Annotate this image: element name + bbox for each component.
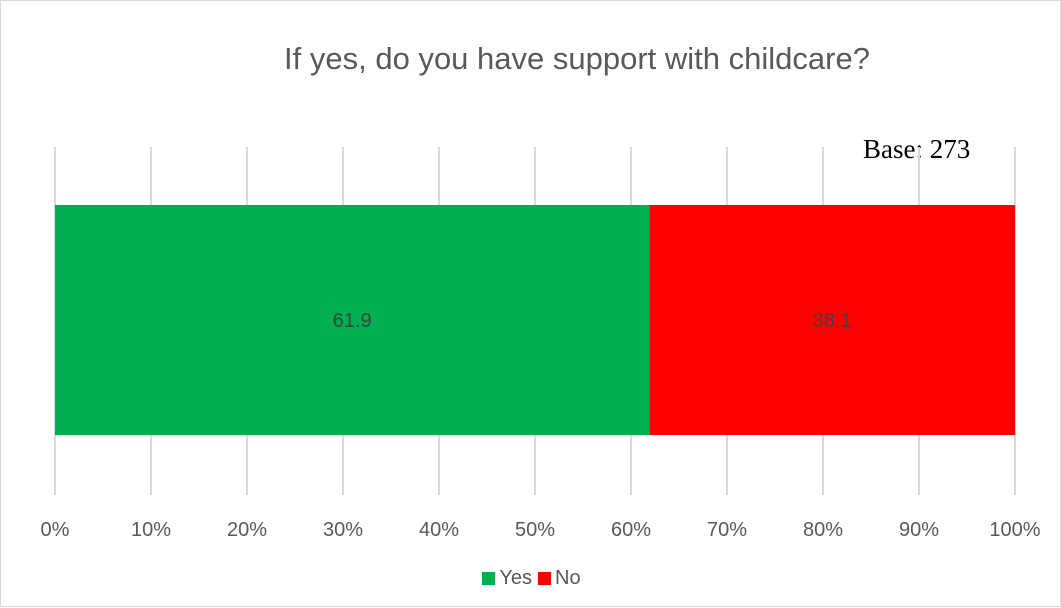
legend-label-yes: Yes	[499, 567, 533, 589]
bar-segments	[55, 205, 1015, 435]
x-tick-label: 40%	[419, 519, 459, 541]
legend-swatch-yes	[482, 572, 496, 585]
chart-title: If yes, do you have support with childca…	[284, 41, 870, 76]
data-label-yes: 61.9	[333, 310, 372, 332]
x-tick-label: 30%	[323, 519, 363, 541]
x-tick-label: 50%	[515, 519, 555, 541]
x-tick-label: 10%	[131, 519, 171, 541]
x-tick-label: 20%	[227, 519, 267, 541]
x-tick-label: 80%	[803, 519, 843, 541]
bar-segment-no	[649, 205, 1015, 435]
x-tick-label: 0%	[41, 519, 70, 541]
x-tick-label: 100%	[989, 519, 1040, 541]
legend: Yes No	[1, 567, 1061, 590]
x-tick-label: 70%	[707, 519, 747, 541]
x-axis-tick-labels: 0% 10% 20% 30% 40% 50% 60% 70% 80% 90% 100%	[41, 519, 1041, 541]
legend-swatch-no	[538, 572, 552, 585]
legend-item-yes: Yes	[482, 567, 532, 590]
legend-item-no: No	[538, 567, 581, 590]
x-tick-label: 60%	[611, 519, 651, 541]
data-label-no: 38.1	[813, 310, 852, 332]
data-labels: 61.9 38.1	[333, 310, 852, 332]
x-tick-label: 90%	[899, 519, 939, 541]
base-annotation: Base: 273	[863, 134, 971, 164]
bar-segment-yes	[55, 205, 650, 435]
legend-label-no: No	[555, 567, 581, 589]
